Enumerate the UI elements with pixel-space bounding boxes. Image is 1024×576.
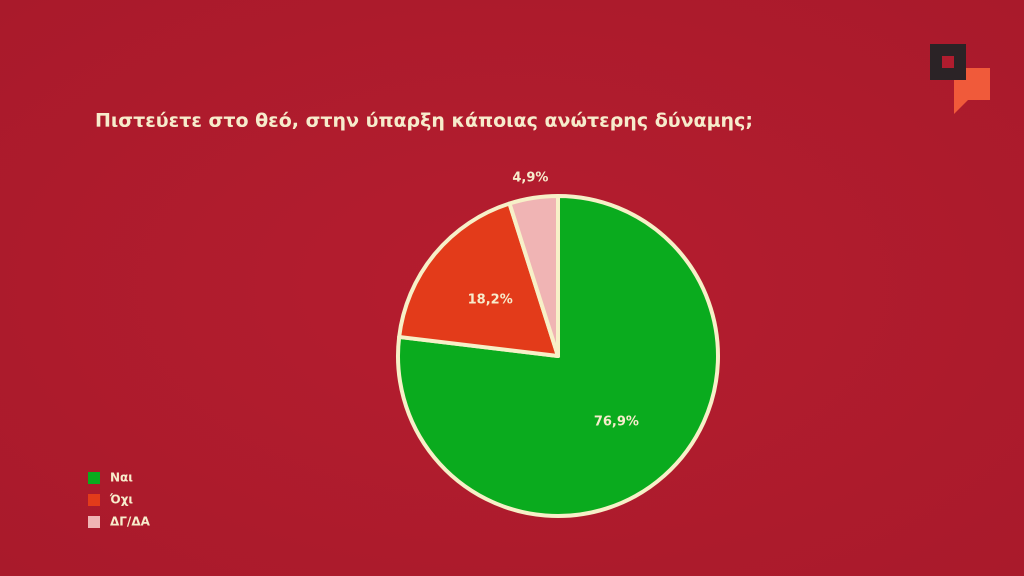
data-label: 4,9% [512,171,548,186]
legend: Ναι Όχι ΔΓ/ΔΑ [88,471,151,529]
legend-label: Ναι [110,471,133,485]
data-label: 18,2% [468,292,513,307]
pie-slice [507,194,560,358]
pie: 76,9% 18,2% 4,9% [396,171,720,518]
chart-title: Πιστεύετε στο θεό, στην ύπαρξη κάποιας α… [95,110,753,132]
legend-label: Όχι [109,493,133,507]
legend-swatch [88,494,100,506]
data-label: 76,9% [594,414,639,429]
logo [930,44,990,114]
legend-swatch [88,516,100,528]
pie-slice [397,201,560,358]
legend-swatch [88,472,100,484]
legend-label: ΔΓ/ΔΑ [110,515,151,529]
